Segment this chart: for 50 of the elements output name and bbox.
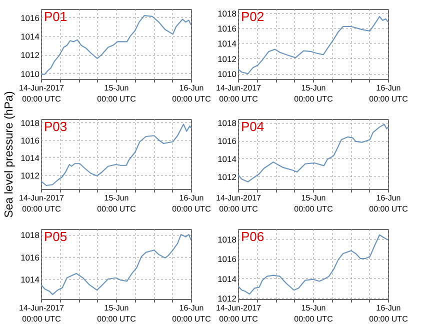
y-tick-label: 1016	[218, 24, 237, 34]
y-tick-label: 1012	[218, 172, 237, 182]
x-tick-label: 15-Jun 00:00 UTC	[294, 304, 334, 324]
y-tick-label: 1012	[20, 50, 40, 60]
y-tick-label: 1014	[20, 32, 40, 42]
x-tick-label: 15-Jun 00:00 UTC	[97, 194, 136, 214]
x-tick-label: 16-Jun 00:00 UTC	[369, 194, 408, 214]
y-tick-label: 1012	[218, 294, 237, 304]
x-tick-label: 16-Jun 00:00 UTC	[172, 304, 212, 324]
annotation: P03	[44, 119, 68, 134]
x-tick-label: 16-Jun 00:00 UTC	[369, 84, 408, 104]
y-tick-label: 1014	[218, 38, 237, 49]
x-tick-label: 14-Jun-2017 00:00 UTC	[216, 304, 262, 324]
x-tick-label: 15-Jun 00:00 UTC	[294, 84, 334, 104]
x-tick-label: 14-Jun-2017 00:00 UTC	[19, 304, 65, 324]
annotation: P01	[44, 9, 68, 24]
x-tick-label: 16-Jun 00:00 UTC	[172, 194, 212, 214]
annotation: P02	[241, 9, 264, 24]
x-tick-label: 15-Jun 00:00 UTC	[294, 194, 334, 214]
annotation: P05	[44, 229, 68, 244]
y-tick-label: 1014	[218, 154, 237, 164]
x-tick-label: 16-Jun 00:00 UTC	[172, 84, 212, 104]
y-tick-label: 1012	[218, 54, 237, 64]
x-tick-label: 16-Jun 00:00 UTC	[369, 304, 408, 324]
y-tick-label: 1010	[20, 68, 40, 79]
x-tick-label: 14-Jun-2017 00:00 UTC	[19, 84, 65, 104]
x-tick-label: 14-Jun-2017 00:00 UTC	[216, 194, 262, 214]
y-tick-label: 1018	[218, 234, 237, 244]
x-tick-label: 14-Jun-2017 00:00 UTC	[216, 84, 262, 104]
x-tick-label: 14-Jun-2017 00:00 UTC	[19, 194, 65, 214]
annotation: P06	[241, 229, 264, 244]
y-tick-label: 1018	[20, 118, 40, 128]
y-tick-label: 1016	[20, 252, 40, 262]
y-tick-label: 1016	[20, 136, 40, 146]
y-tick-label: 1018	[218, 118, 237, 128]
annotation: P04	[241, 119, 264, 134]
y-tick-label: 1014	[20, 274, 40, 284]
y-tick-label: 1016	[20, 12, 40, 23]
y-tick-label: 1018	[218, 8, 237, 18]
y-tick-label: 1016	[218, 254, 237, 264]
y-tick-label: 1010	[218, 69, 237, 80]
y-tick-label: 1016	[218, 136, 237, 146]
x-tick-label: 15-Jun 00:00 UTC	[97, 304, 136, 324]
y-tick-label: 1012	[20, 170, 40, 180]
y-axis-title: Sea level pressure (hPa)	[4, 91, 16, 218]
x-tick-label: 15-Jun 00:00 UTC	[97, 84, 136, 104]
y-tick-label: 1014	[20, 153, 40, 163]
line-series	[238, 124, 388, 182]
y-tick-label: 1014	[218, 274, 237, 284]
y-tick-label: 1018	[20, 230, 40, 240]
